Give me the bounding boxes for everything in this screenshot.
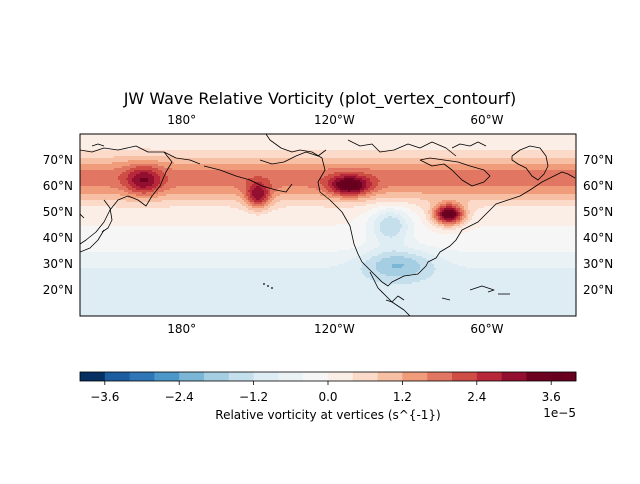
colorbar-swatch <box>476 372 502 381</box>
coastline-segment <box>451 141 487 149</box>
colorbar-swatch <box>452 372 478 381</box>
colorbar-swatch <box>352 372 378 381</box>
colorbar-swatch <box>179 372 205 381</box>
map-y-tick-label-left: 40°N <box>43 231 73 245</box>
map-frame <box>79 133 577 317</box>
map-y-tick-label-left: 60°N <box>43 179 73 193</box>
coastline-segment <box>419 157 491 187</box>
map-ticks: 180° 180° 120°W 120°W 60°W 60°W 20°N 20°N 30°N 30… <box>43 113 614 336</box>
coastline-segment <box>203 165 293 193</box>
map-y-tick-label-left: 50°N <box>43 205 73 219</box>
colorbar-swatch <box>427 372 453 381</box>
colorbar-tick-label: −3.6 <box>90 390 119 404</box>
map-x-tick-label-bottom: 180° <box>167 322 196 336</box>
map-y-tick-label-right: 40°N <box>583 231 613 245</box>
coastline-segment <box>385 295 405 303</box>
vorticity-field <box>80 134 576 316</box>
map-x-tick-label-bottom: 120°W <box>314 322 355 336</box>
colorbar-swatch <box>303 372 329 381</box>
colorbar-swatch <box>228 372 254 381</box>
colorbar-swatch <box>328 372 354 381</box>
colorbar-swatch <box>501 372 527 381</box>
colorbar-tick-label: 0.0 <box>318 390 337 404</box>
colorbar-label: Relative vorticity at vertices (s^{-1}) <box>215 408 440 422</box>
coastline-segment <box>91 143 105 147</box>
colorbar-tick-label: 3.6 <box>542 390 561 404</box>
colorbar-swatch <box>129 372 155 381</box>
coastline-segment <box>347 139 457 157</box>
coastline-segment <box>80 145 173 245</box>
colorbar-tick-label: 2.4 <box>467 390 486 404</box>
map-x-tick-label-top: 120°W <box>314 113 355 127</box>
island-outline <box>469 285 495 293</box>
island-dot <box>271 287 273 289</box>
colorbar-swatch <box>278 372 304 381</box>
colorbar: −3.6 −2.4 −1.2 0.0 1.2 2.4 3.6 Relative vortici… <box>79 371 577 422</box>
map-y-tick-label-right: 20°N <box>583 283 613 297</box>
coastline-segment <box>101 199 113 233</box>
coastline-segment <box>259 149 327 165</box>
colorbar-swatch <box>204 372 230 381</box>
colorbar-swatch <box>377 372 403 381</box>
map-y-tick-label-right: 50°N <box>583 205 613 219</box>
colorbar-swatch <box>402 372 428 381</box>
colorbar-offset-text: 1e−5 <box>543 406 576 420</box>
colorbar-swatch <box>80 372 106 381</box>
map-x-tick-label-bottom: 60°W <box>470 322 503 336</box>
colorbar-swatch <box>104 372 130 381</box>
chart-title: JW Wave Relative Vorticity (plot_vertex_… <box>123 89 517 108</box>
map-x-tick-label-top: 180° <box>167 113 196 127</box>
map-y-tick-label-left: 30°N <box>43 257 73 271</box>
island-dot <box>267 285 269 287</box>
coastline-segment <box>265 134 576 287</box>
colorbar-tick-label: 1.2 <box>393 390 412 404</box>
colorbar-swatch <box>154 372 180 381</box>
island-dot <box>263 283 265 285</box>
colorbar-tick-label: −1.2 <box>239 390 268 404</box>
colorbar-tick-label: −2.4 <box>165 390 194 404</box>
colorbar-swatch <box>253 372 279 381</box>
island-outline <box>441 297 451 301</box>
map-x-tick-label-top: 60°W <box>470 113 503 127</box>
map-y-tick-label-left: 20°N <box>43 283 73 297</box>
map-y-tick-label-left: 70°N <box>43 153 73 167</box>
coastline-segment <box>80 229 105 253</box>
map-y-tick-label-right: 30°N <box>583 257 613 271</box>
map-y-tick-label-right: 70°N <box>583 153 613 167</box>
coastline-segment <box>511 145 549 181</box>
colorbar-swatch <box>551 372 577 381</box>
map-y-tick-label-right: 60°N <box>583 179 613 193</box>
map-layer <box>80 134 576 316</box>
coastlines <box>80 134 576 316</box>
coastline-segment <box>163 151 201 165</box>
coastline-segment <box>80 213 85 219</box>
colorbar-swatch <box>526 372 552 381</box>
